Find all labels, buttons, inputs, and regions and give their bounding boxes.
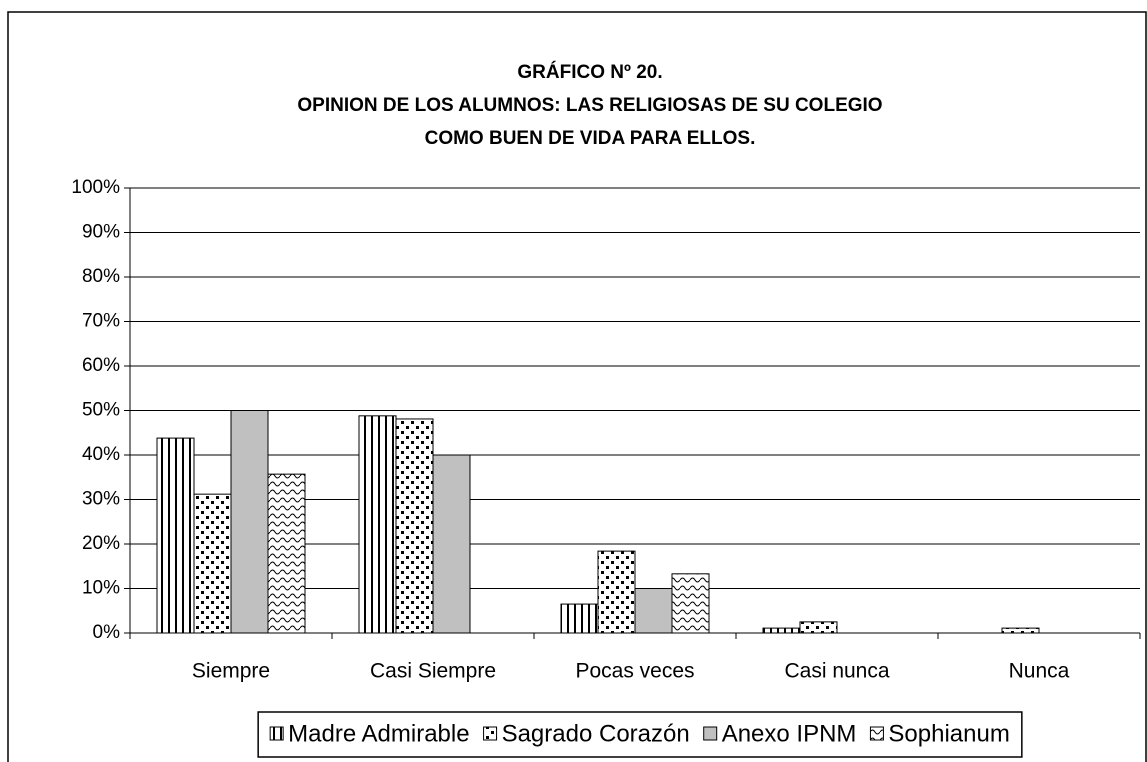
y-tick-label: 40% <box>82 444 120 465</box>
y-tick-label: 20% <box>82 533 120 554</box>
x-tick-label: Nunca <box>1009 660 1070 683</box>
bar <box>671 573 710 634</box>
x-tick-label: Pocas veces <box>575 660 694 683</box>
legend-swatch <box>869 726 884 741</box>
bar <box>597 550 636 634</box>
y-tick-label: 60% <box>82 355 120 376</box>
chart-title: COMO BUEN DE VIDA PARA ELLOS. <box>425 128 756 149</box>
chart-frame <box>7 11 1147 762</box>
legend-swatch <box>703 726 718 741</box>
legend-swatch <box>483 726 498 741</box>
legend-label: Madre Admirable <box>288 720 469 747</box>
legend-label: Sophianum <box>888 720 1009 747</box>
legend-swatch <box>269 726 284 741</box>
bar <box>560 603 599 634</box>
y-tick-label: 100% <box>71 177 120 198</box>
x-tick-label: Casi Siempre <box>370 660 496 683</box>
bar <box>230 410 269 634</box>
bar <box>267 473 306 634</box>
bar <box>1001 627 1040 634</box>
bar <box>799 621 838 634</box>
legend-box <box>257 711 1023 758</box>
y-tick-label: 30% <box>82 489 120 510</box>
chart-title: OPINION DE LOS ALUMNOS: LAS RELIGIOSAS D… <box>297 95 882 116</box>
chart-title: GRÁFICO Nº 20. <box>517 61 662 83</box>
legend-label: Anexo IPNM <box>722 720 857 747</box>
bar <box>193 493 232 634</box>
bar <box>634 588 673 634</box>
bar <box>432 454 471 634</box>
x-tick-label: Siempre <box>192 660 270 683</box>
y-tick-label: 0% <box>93 622 121 643</box>
bar <box>762 627 801 634</box>
x-tick-label: Casi nunca <box>784 660 889 683</box>
y-tick-label: 10% <box>82 578 120 599</box>
y-tick-label: 80% <box>82 266 120 287</box>
y-tick-label: 90% <box>82 222 120 243</box>
y-tick-label: 70% <box>82 311 120 332</box>
bar <box>358 415 397 634</box>
bar <box>395 418 434 634</box>
bar <box>156 437 195 634</box>
legend-label: Sagrado Corazón <box>502 720 690 747</box>
y-tick-label: 50% <box>82 400 120 421</box>
